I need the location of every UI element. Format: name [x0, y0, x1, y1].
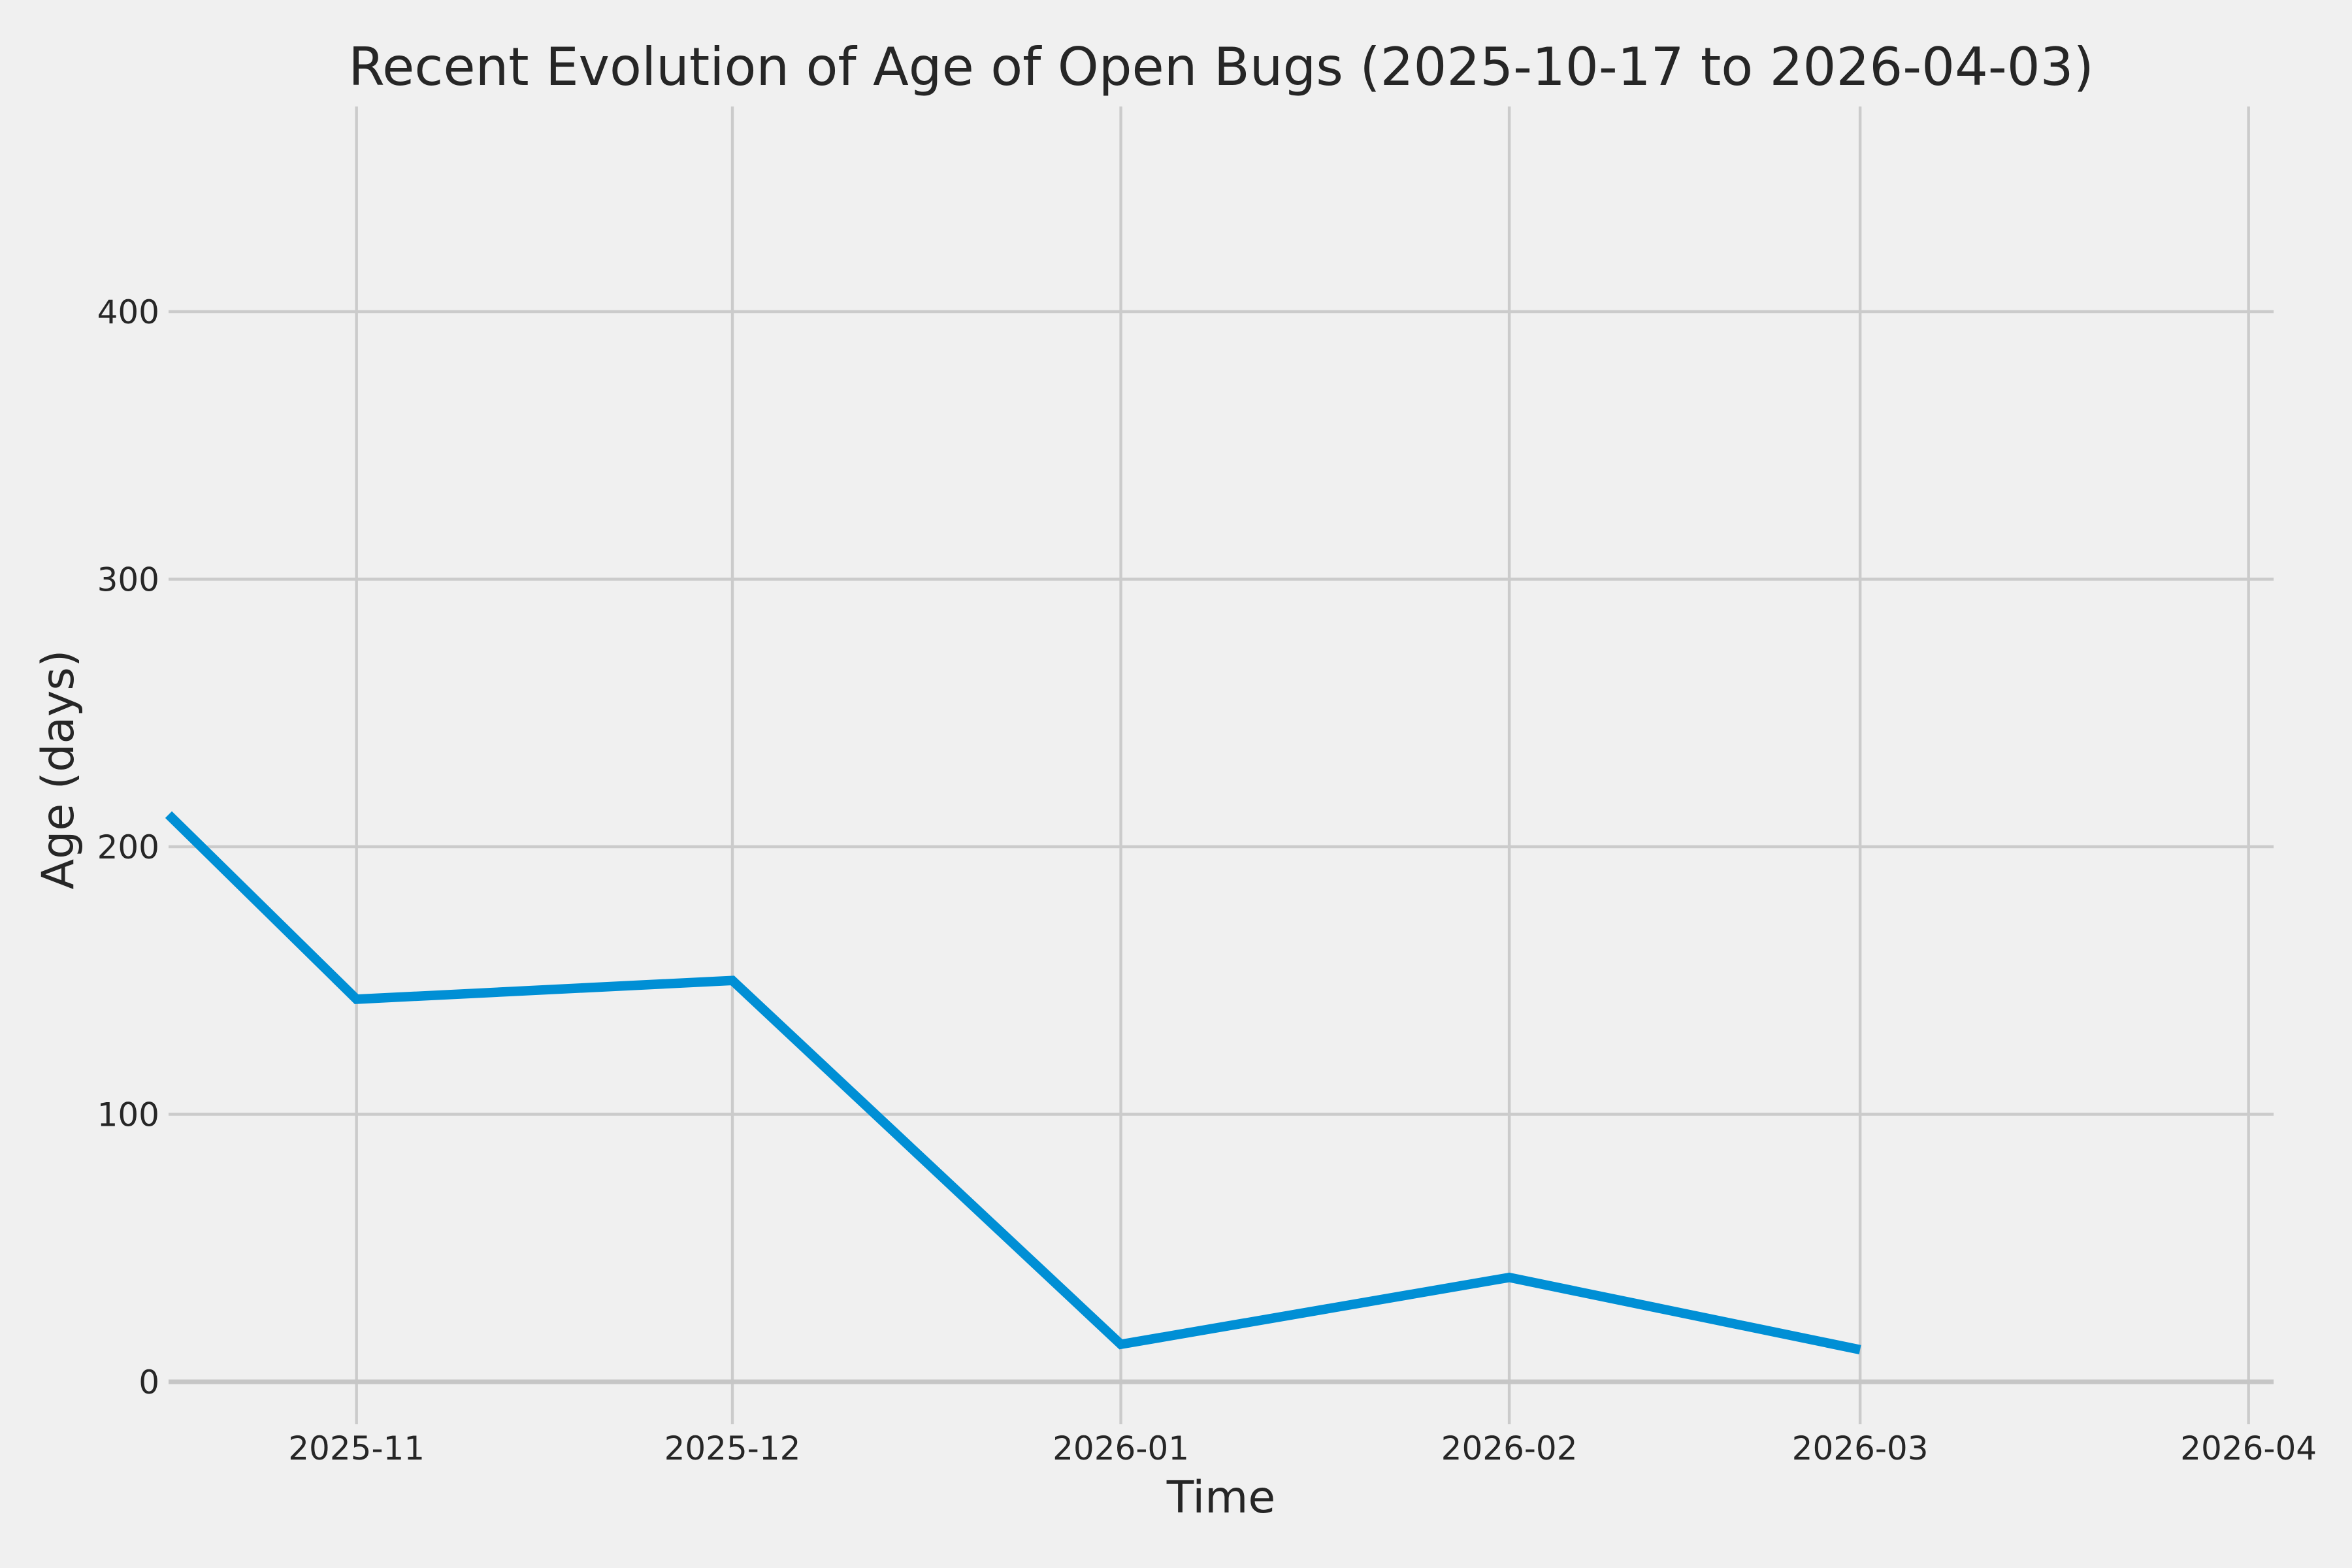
chart-title: Recent Evolution of Age of Open Bugs (20…: [348, 37, 2094, 97]
x-tick-label: 2025-12: [664, 1429, 801, 1467]
y-tick-label: 300: [97, 561, 159, 599]
x-tick-label: 2026-04: [2180, 1429, 2317, 1467]
horizontal-gridlines: [169, 310, 2274, 1384]
vertical-gridlines: [355, 106, 2250, 1424]
y-tick-label: 400: [97, 293, 159, 331]
y-tick-label: 100: [97, 1096, 159, 1134]
age-series-line: [165, 811, 1861, 1354]
x-tick-label: 2025-11: [288, 1429, 425, 1467]
x-tick-label: 2026-03: [1792, 1429, 1929, 1467]
x-tick-label: 2026-01: [1053, 1429, 1189, 1467]
x-tick-labels: 2025-11 2025-12 2026-01 2026-02 2026-03 2026-…: [288, 1429, 2317, 1467]
y-axis-label: Age (days): [33, 650, 84, 890]
y-tick-label: 200: [97, 828, 159, 866]
y-tick-labels: 0 100 200 300 400: [97, 293, 159, 1401]
x-tick-label: 2026-02: [1441, 1429, 1578, 1467]
x-axis-label: Time: [1166, 1472, 1275, 1524]
y-tick-label: 0: [139, 1364, 159, 1401]
